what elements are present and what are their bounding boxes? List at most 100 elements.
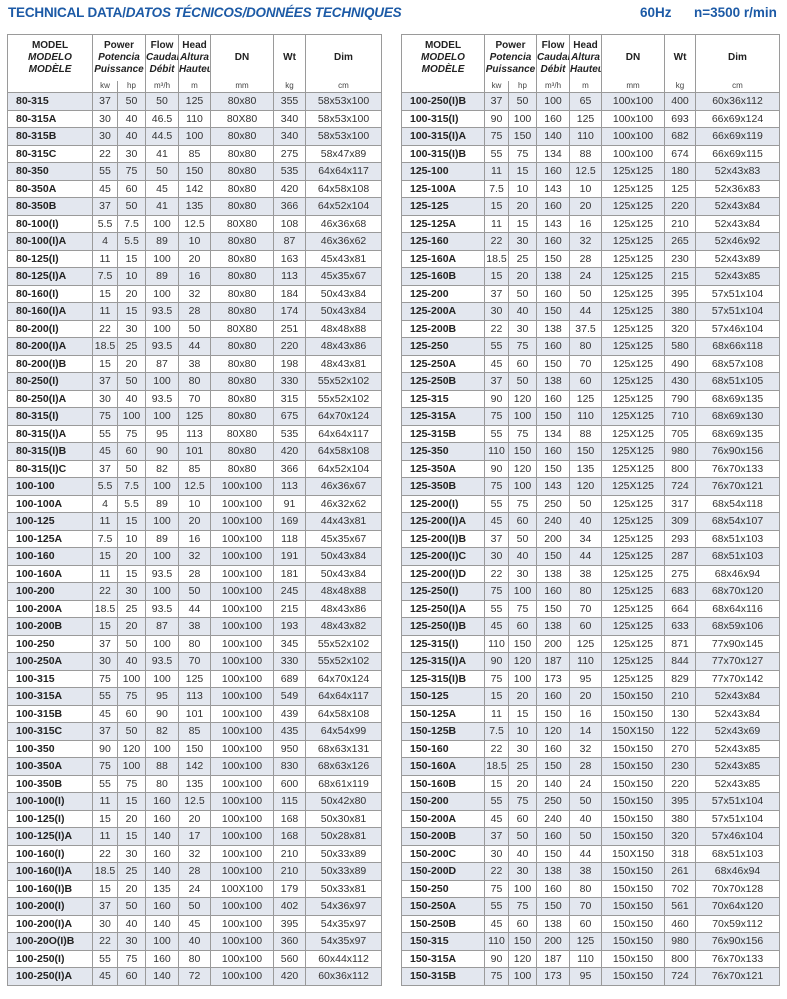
table-row: 125-200(I)B 37 50 200 34 125x125 293 68x51x103: [401, 529, 780, 548]
cell-head: 150: [569, 442, 603, 461]
table-row: 125-100A 7.5 10 143 10 125x125 125 52x36x83: [401, 179, 780, 198]
cell-dimensions: 77x70x142: [695, 669, 780, 688]
table-row: 100-250(I)B 37 50 100 65 100x100 400 60x36x112: [401, 92, 780, 111]
cell-model: 100-160: [7, 547, 93, 566]
cell-dn: 100x100: [210, 529, 275, 548]
table-row: 80-315(I)C 37 50 82 85 80x80 366 64x52x104: [7, 459, 382, 478]
cell-head: 125: [569, 932, 603, 951]
cell-model: 125-200(I)A: [401, 512, 485, 531]
table-row: 150-160B 15 20 140 24 150x150 220 52x43x85: [401, 774, 780, 793]
cell-model: 80-315(I)B: [7, 442, 93, 461]
cell-power-hp: 50: [116, 722, 147, 741]
cell-dn: 125x125: [601, 214, 666, 233]
cell-model: 100-200A: [7, 599, 93, 618]
cell-power-hp: 30: [116, 844, 147, 863]
cell-power-kw: 37: [484, 92, 509, 111]
cell-weight: 293: [664, 529, 697, 548]
cell-power-hp: 100: [116, 757, 147, 776]
cell-power-kw: 22: [92, 932, 118, 951]
cell-head: 16: [569, 214, 603, 233]
cell-flow: 160: [145, 792, 180, 811]
cell-flow: 160: [536, 687, 571, 706]
cell-flow: 100: [145, 512, 180, 531]
cell-power-kw: 45: [92, 967, 118, 986]
cell-power-kw: 45: [92, 179, 118, 198]
cell-power-hp: 30: [507, 232, 538, 251]
cell-power-hp: 100: [507, 477, 538, 496]
cell-dn: 125x125: [601, 284, 666, 303]
cell-power-hp: 50: [116, 197, 147, 216]
cell-flow: 160: [145, 809, 180, 828]
cell-weight: 633: [664, 617, 697, 636]
cell-flow: 41: [145, 144, 180, 163]
cell-power-kw: 75: [484, 407, 509, 426]
cell-dn: 125x125: [601, 267, 666, 286]
cell-head: 80: [178, 372, 212, 391]
cell-model: 80-200(I)B: [7, 354, 93, 373]
cell-model: 125-250(I)A: [401, 599, 485, 618]
cell-flow: 100: [145, 739, 180, 758]
cell-power-kw: 45: [92, 442, 118, 461]
cell-head: 24: [569, 267, 603, 286]
cell-power-kw: 22: [92, 319, 118, 338]
table-row: 150-200C 30 40 150 44 150X150 318 68x51x103: [401, 844, 780, 863]
cell-model: 125-200(I)C: [401, 547, 485, 566]
cell-power-hp: 100: [507, 669, 538, 688]
cell-flow: 100: [536, 92, 571, 111]
cell-dimensions: 70x64x120: [695, 897, 780, 916]
cell-power-kw: 55: [484, 424, 509, 443]
cell-model: 80-350: [7, 162, 93, 181]
cell-head: 142: [178, 757, 212, 776]
table-row: 80-160(I)A 11 15 93.5 28 80x80 174 50x43x84: [7, 302, 382, 321]
cell-flow: 150: [536, 599, 571, 618]
cell-flow: 160: [536, 284, 571, 303]
table-row: 80-350 55 75 50 150 80x80 535 64x64x117: [7, 162, 382, 181]
cell-power-hp: 75: [507, 337, 538, 356]
cell-model: 100-160A: [7, 564, 93, 583]
cell-dn: 125x125: [601, 162, 666, 181]
cell-model: 100-100(I): [7, 792, 93, 811]
cell-weight: 320: [664, 319, 697, 338]
cell-head: 70: [178, 389, 212, 408]
cell-power-kw: 45: [484, 354, 509, 373]
cell-dimensions: 48x48x88: [305, 319, 382, 338]
cell-power-kw: 22: [484, 232, 509, 251]
cell-power-kw: 55: [484, 792, 509, 811]
cell-dimensions: 52x43x85: [695, 267, 780, 286]
cell-head: 20: [569, 687, 603, 706]
cell-model: 150-160B: [401, 774, 485, 793]
cell-weight: 174: [273, 302, 307, 321]
cell-dimensions: 52x43x84: [695, 197, 780, 216]
cell-weight: 980: [664, 932, 697, 951]
cell-model: 150-250: [401, 879, 485, 898]
cell-dimensions: 46x36x62: [305, 232, 382, 251]
cell-power-hp: 40: [116, 389, 147, 408]
cell-dn: 100x100: [210, 792, 275, 811]
cell-weight: 130: [664, 704, 697, 723]
cell-power-hp: 30: [507, 862, 538, 881]
table-row: 100-250A 30 40 93.5 70 100x100 330 55x52x102: [7, 652, 382, 671]
cell-flow: 100: [145, 319, 180, 338]
cell-head: 20: [178, 512, 212, 531]
table-row: 100-315A 55 75 95 113 100x100 549 64x64x117: [7, 687, 382, 706]
cell-power-hp: 15: [116, 564, 147, 583]
cell-power-hp: 150: [507, 932, 538, 951]
cell-flow: 250: [536, 494, 571, 513]
cell-power-hp: 30: [507, 739, 538, 758]
cell-dimensions: 68x63x126: [305, 757, 382, 776]
cell-flow: 150: [536, 897, 571, 916]
cell-power-kw: 11: [484, 214, 509, 233]
table-row: 125-200(I) 55 75 250 50 125x125 317 68x54x118: [401, 494, 780, 513]
cell-model: 100-160(I)B: [7, 879, 93, 898]
cell-dn: 100x100: [210, 862, 275, 881]
cell-power-kw: 7.5: [484, 179, 509, 198]
cell-flow: 160: [145, 844, 180, 863]
cell-power-kw: 45: [484, 809, 509, 828]
table-row: 150-315 110 150 200 125 150x150 980 76x90x156: [401, 932, 780, 951]
table-row: 125-315(I) 110 150 200 125 125x125 871 77x90x14…: [401, 634, 780, 653]
cell-dn: 125x125: [601, 512, 666, 531]
table-row: 125-250 55 75 160 80 125x125 580 68x66x118: [401, 337, 780, 356]
cell-dn: 100x100: [210, 739, 275, 758]
cell-model: 100-125A: [7, 529, 93, 548]
cell-dimensions: 46x36x68: [305, 214, 382, 233]
